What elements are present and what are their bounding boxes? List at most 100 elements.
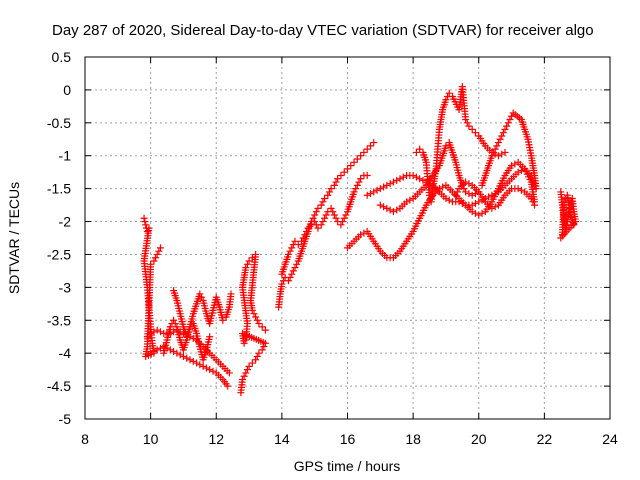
data-point <box>240 372 248 380</box>
data-point <box>317 221 325 229</box>
data-point <box>496 135 504 143</box>
series-trace-k <box>376 139 483 216</box>
series-trace-c <box>147 343 232 390</box>
data-point <box>324 191 332 199</box>
data-point <box>475 211 483 219</box>
data-point <box>309 214 317 222</box>
data-point <box>403 198 411 206</box>
data-point <box>170 348 178 356</box>
data-point <box>462 178 470 186</box>
data-point <box>327 204 335 212</box>
y-tick-label: -2.5 <box>47 246 71 262</box>
data-point <box>376 201 384 209</box>
data-point <box>416 175 424 183</box>
data-point <box>325 188 333 196</box>
data-point <box>350 158 358 166</box>
data-point <box>380 183 388 191</box>
data-point <box>462 116 470 124</box>
x-tick-label: 24 <box>602 431 618 447</box>
data-point <box>462 188 470 196</box>
y-tick-label: 0.5 <box>52 49 72 65</box>
data-point <box>465 190 473 198</box>
data-point <box>302 227 310 235</box>
data-point <box>570 221 578 229</box>
data-point <box>152 254 160 262</box>
data-point <box>179 352 187 360</box>
data-point <box>255 320 263 328</box>
data-point <box>193 359 201 367</box>
data-point <box>445 196 453 204</box>
data-point <box>353 155 361 163</box>
data-point <box>243 260 251 268</box>
data-point <box>458 199 466 207</box>
y-tick-label: -5 <box>59 411 72 427</box>
data-point <box>314 224 322 232</box>
data-point <box>156 244 164 252</box>
data-point <box>319 218 327 226</box>
grid <box>85 57 610 419</box>
data-point <box>153 326 161 334</box>
x-axis-label: GPS time / hours <box>294 458 401 474</box>
x-tick-label: 20 <box>471 431 487 447</box>
data-point <box>166 323 174 331</box>
data-point <box>383 204 391 212</box>
data-point <box>373 186 381 194</box>
data-point <box>332 178 340 186</box>
data-point <box>225 369 233 377</box>
data-point <box>147 329 155 337</box>
y-tick-label: -1 <box>59 148 72 164</box>
data-point <box>490 148 498 156</box>
data-point <box>261 326 269 334</box>
data-point <box>258 346 266 354</box>
data-point <box>412 173 420 181</box>
data-point <box>501 125 509 133</box>
data-point <box>183 354 191 362</box>
data-point <box>304 224 312 232</box>
data-point <box>396 175 404 183</box>
series-trace-l <box>412 83 509 206</box>
data-point <box>465 180 473 188</box>
data-point <box>514 168 522 176</box>
chart-title: Day 287 of 2020, Sidereal Day-to-day VTE… <box>52 22 594 39</box>
data-point <box>386 206 394 214</box>
data-point <box>409 171 417 179</box>
data-point <box>453 188 461 196</box>
data-point <box>442 195 450 203</box>
data-point <box>312 208 320 216</box>
data-point <box>142 221 150 229</box>
data-point <box>493 142 501 150</box>
data-point <box>380 203 388 211</box>
x-tick-label: 16 <box>340 431 356 447</box>
y-tick-label: -3 <box>59 279 72 295</box>
data-point <box>475 198 483 206</box>
data-point <box>389 208 397 216</box>
series-trace-g <box>275 139 378 311</box>
series-trace-m <box>478 109 540 193</box>
data-point <box>224 382 232 390</box>
data-point <box>485 193 493 201</box>
data-point <box>209 367 217 375</box>
data-point <box>352 185 360 193</box>
data-point <box>357 231 365 239</box>
data-point <box>332 214 340 222</box>
data-point <box>311 211 319 219</box>
data-point <box>357 175 365 183</box>
x-tick-label: 14 <box>274 431 290 447</box>
data-point <box>344 165 351 173</box>
data-point <box>357 152 365 160</box>
data-point <box>514 185 522 193</box>
data-point <box>383 181 391 189</box>
data-point <box>288 244 296 252</box>
data-point <box>463 119 471 127</box>
data-point <box>517 186 525 194</box>
x-tick-label: 10 <box>143 431 159 447</box>
data-point <box>286 273 294 281</box>
data-point <box>334 175 342 183</box>
data-point <box>330 211 338 219</box>
data-point <box>255 349 263 357</box>
data-point <box>419 176 427 184</box>
data-point <box>202 364 210 372</box>
data-point <box>294 241 302 249</box>
data-point <box>189 357 197 365</box>
data-point <box>291 264 299 272</box>
